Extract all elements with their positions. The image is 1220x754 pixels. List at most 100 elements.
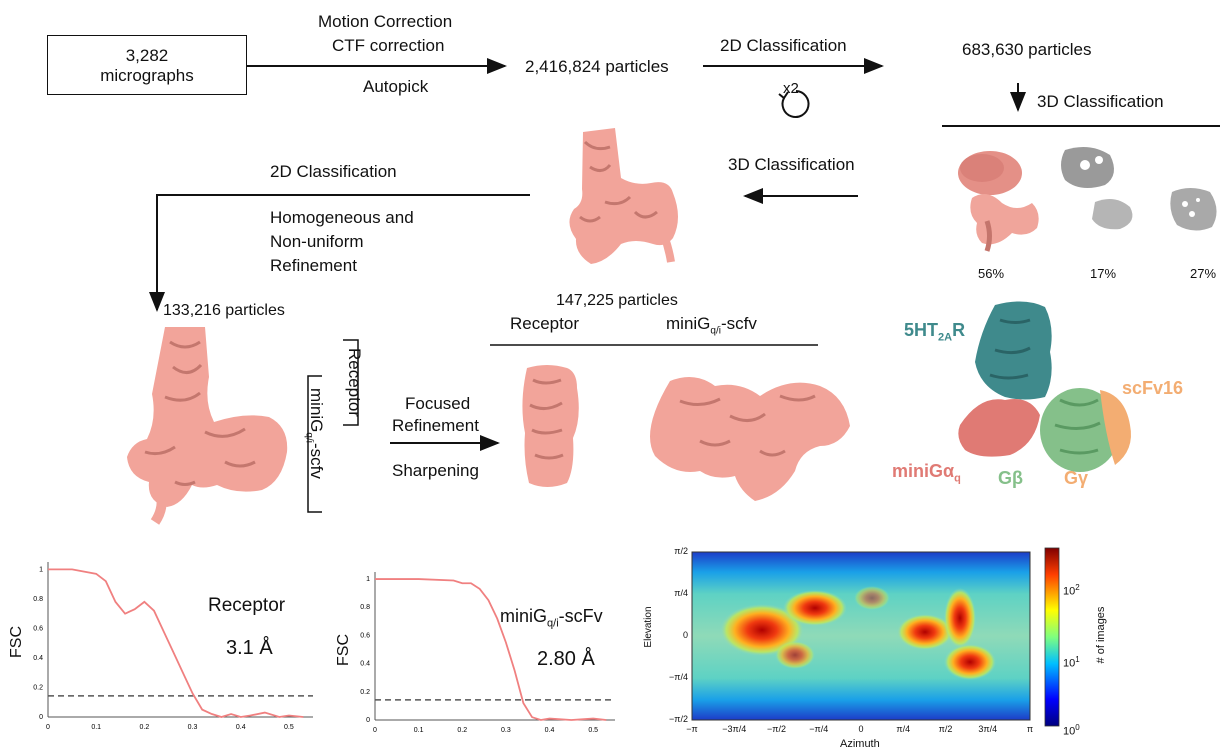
mask-minig-sub: q/i [303,432,315,443]
selected-density-map [569,128,678,264]
mask-minig-suffix: -scfv [307,442,326,479]
mask-minig-base: miniG [307,388,326,433]
class-3-density-map [1170,188,1217,231]
x-tick-label: 0 [373,727,377,734]
angular-xtick-label: π/2 [938,724,953,734]
map-minig-label: miniGq/i-scfv [666,314,757,336]
angular-ylabel: Elevation [643,606,654,648]
x-tick-label: 0.1 [91,724,101,731]
angular-xtick-label: −3π/4 [722,724,747,734]
heatmap-hotspot [854,586,890,610]
heatmap-hotspot [897,614,953,650]
mask-minig-label: miniGq/i-scfv [304,388,326,498]
micrographs-box: 3,282 micrographs [47,35,247,95]
micrographs-count: 3,282 [125,46,169,65]
x-tick-label: 0.2 [139,724,149,731]
minig-density-map [650,377,850,501]
map-receptor-label: Receptor [510,314,579,333]
heatmap-frame [691,551,1031,721]
mask-receptor-label: Receptor [342,348,364,418]
heatmap-hotspot [944,644,996,680]
angular-xtick-label: 0 [858,724,864,734]
y-tick-label: 0 [366,717,370,724]
refinement-line-1: Homogeneous and [270,208,414,227]
class-3-percent: 27% [1190,266,1217,281]
x-tick-label: 0.5 [284,724,294,731]
fsc-receptor-plot: 0 0.1 0.2 0.3 0.4 0.5 0 0.2 0.4 0.6 0.8 1 [33,562,313,731]
receptor-model-label: 5HT2AR [904,320,965,344]
receptor-suffix: R [952,320,966,340]
cbar-exp: 1 [1075,655,1080,664]
map-minig-base: miniG [666,314,711,333]
fsc-receptor-ylabel: FSC [8,626,25,658]
fsc-curve [375,578,607,721]
angular-ytick-label: −π/2 [669,714,688,724]
fsc-curve [48,568,304,718]
colorbar-label: # of images [1095,606,1107,664]
angular-ytick-label: π/4 [674,588,688,598]
y-tick-label: 0.6 [360,632,370,639]
particles-selected: 147,225 particles [556,292,678,309]
x-tick-label: 0.3 [188,724,198,731]
y-tick-label: 0.2 [33,684,43,691]
fsc-minig-title-sub: q/i [547,617,559,630]
heatmap-hotspot [775,641,815,669]
ggamma-model-label: Gγ [1064,468,1089,488]
particles-final: 133,216 particles [163,302,285,319]
consensus-density-map [127,327,288,525]
receptor-sub: 2A [938,331,953,344]
angular-ytick-label: π/2 [674,546,688,556]
cbar-base: 10 [1063,585,1076,598]
fsc-receptor-title: Receptor [208,595,286,616]
minig-model-sub: q [954,472,961,485]
cbar-base: 10 [1063,657,1076,670]
y-tick-label: 0.8 [360,604,370,611]
cbar-base: 10 [1063,725,1076,738]
particles-initial: 2,416,824 particles [525,57,669,76]
angular-distribution-heatmap [691,547,1060,727]
focused-line-2: Refinement [392,416,479,435]
fsc-minig-resolution: 2.80 Å [537,648,595,670]
y-tick-label: 0.4 [360,661,370,668]
minig-model-label: miniGαq [892,461,961,485]
classification-2d-left-label: 2D Classification [270,162,397,181]
scfv-model-label: scFv16 [1122,378,1184,398]
class-1-density-map [958,151,1039,252]
receptor-density-map [522,365,579,487]
focused-line-1: Focused [405,394,471,413]
heatmap-hotspot [720,604,804,656]
fsc-minig-plot: 0 0.1 0.2 0.3 0.4 0.5 0 0.2 0.4 0.6 0.8 1 [360,572,615,734]
class-2-percent: 17% [1090,266,1117,281]
x-tick-label: 0.4 [236,724,246,731]
colorbar [1044,547,1060,727]
colorbar-tick-1e1: 101 [1063,655,1080,670]
fsc-minig-title: miniGq/i-scFv [500,606,603,630]
map-minig-suffix: -scfv [720,314,757,333]
y-tick-label: 1 [39,566,43,573]
y-tick-label: 0.2 [360,689,370,696]
x-tick-label: 0.4 [545,727,555,734]
cbar-exp: 0 [1075,723,1080,732]
classification-2d-label: 2D Classification [720,36,847,55]
particles-after-2d: 683,630 particles [962,40,1092,59]
heatmap-hotspot [783,590,847,626]
gbeta-model-label: Gβ [998,468,1023,488]
repeat-label: x2 [783,80,799,97]
angular-ytick-label: 0 [682,630,688,640]
refinement-line-2: Non-uniform [270,232,364,251]
refinement-line-3: Refinement [270,256,357,275]
sharpening-label: Sharpening [392,461,479,480]
x-tick-label: 0.1 [414,727,424,734]
micrographs-label: micrographs [100,66,194,85]
x-tick-label: 0.3 [501,727,511,734]
cbar-exp: 2 [1075,583,1080,592]
angular-ytick-label: −π/4 [669,672,688,682]
angular-xtick-label: π/4 [896,724,911,734]
repeat-cycle-icon [778,90,810,118]
fsc-minig-title-base: miniG [500,606,548,626]
minig-model-base: miniGα [892,461,955,481]
class-2-density-map [1061,146,1133,230]
colorbar-tick-1e2: 102 [1063,583,1080,598]
classification-3d-label: 3D Classification [1037,92,1164,111]
